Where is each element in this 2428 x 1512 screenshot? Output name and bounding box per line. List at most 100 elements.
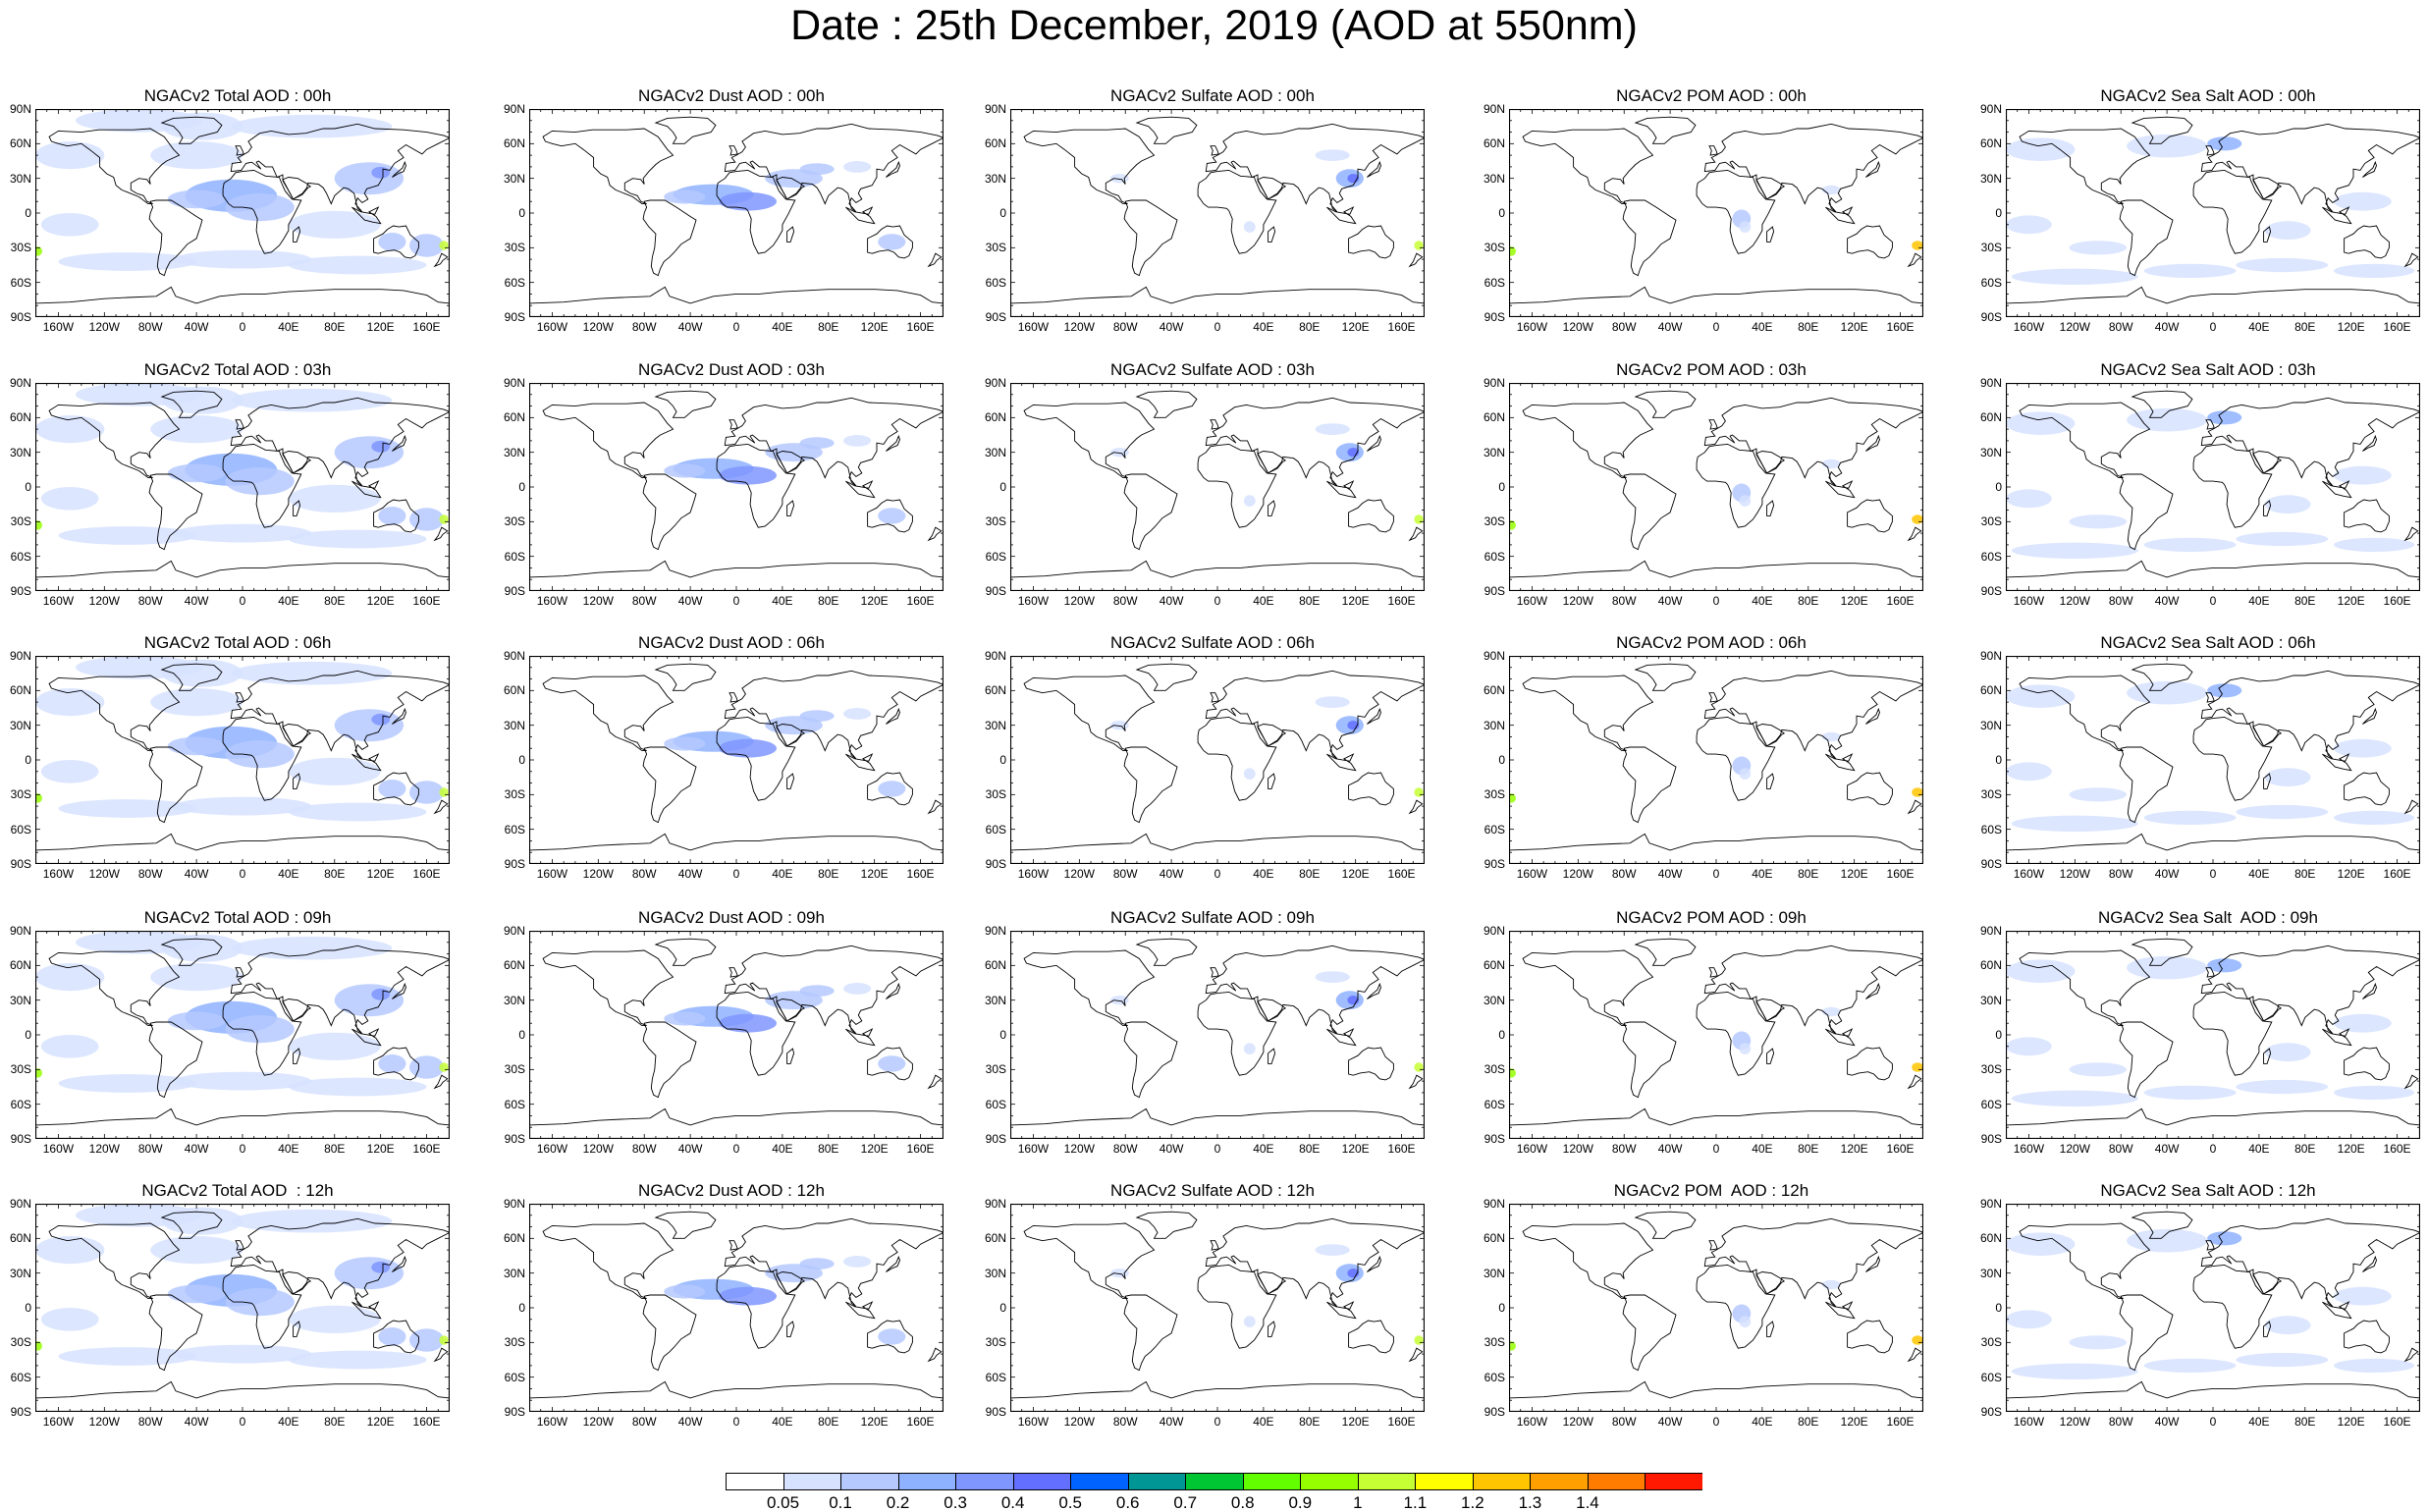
coastline-indonesia — [1825, 1301, 1856, 1320]
aod-field-region — [371, 1261, 391, 1273]
lon-label: 0 — [1712, 594, 1720, 608]
aod-field-region — [2006, 215, 2052, 235]
coastline-australia — [1348, 772, 1394, 806]
map-canvas — [35, 1204, 450, 1412]
map-frame — [529, 1204, 944, 1412]
lat-label: 90S — [1980, 584, 2002, 598]
lon-label: 160W — [42, 1142, 75, 1156]
map-panel: NGACv2 POM AOD : 03h 90N 60N 30N 0 30S 60S 90S 1… — [1484, 360, 1957, 627]
panel-title: NGACv2 Sulfate AOD : 00h — [1110, 86, 1315, 105]
lon-label: 0 — [2209, 320, 2217, 334]
coastline-arabia — [1755, 1271, 1786, 1295]
aod-field-region — [371, 713, 391, 726]
coastline-south-america — [642, 746, 697, 824]
coastline-antarctica — [1509, 1380, 1923, 1412]
coastline-australia — [1348, 1320, 1394, 1354]
lat-label: 30N — [1483, 1266, 1505, 1280]
coastline-antarctica — [35, 833, 450, 864]
coastline-greenland — [654, 1211, 717, 1239]
coastline-greenland — [654, 663, 717, 691]
lon-label: 80W — [2108, 320, 2133, 334]
coastline-north-america — [542, 675, 674, 752]
aod-field-region — [167, 1011, 226, 1031]
lon-label: 80E — [1798, 1142, 1819, 1156]
coastline-japan — [392, 707, 406, 725]
lon-label: 80W — [2108, 1415, 2133, 1429]
lat-label: 60S — [10, 549, 31, 564]
lon-label: 160W — [42, 1415, 75, 1429]
aod-field-region — [2006, 1232, 2076, 1256]
lat-label: 90S — [985, 857, 1006, 871]
coastline-new-zealand — [433, 1347, 449, 1363]
lon-label: 160W — [2013, 594, 2045, 608]
lat-label: 60S — [1484, 1370, 1505, 1384]
coastline-indonesia — [1825, 1028, 1856, 1047]
aod-field-region — [167, 1284, 226, 1304]
map-panel: NGACv2 POM AOD : 09h 90N 60N 30N 0 30S 60S 90S 1… — [1484, 908, 1957, 1175]
coastline-indonesia — [845, 480, 876, 499]
lon-label: 80E — [1798, 320, 1819, 334]
coastline-greenland — [160, 938, 223, 966]
panel-title: NGACv2 Total AOD : 06h — [143, 633, 332, 652]
coastline-antarctica — [1010, 1380, 1425, 1412]
aod-field-region — [167, 463, 226, 483]
lon-label: 80W — [631, 320, 657, 334]
aod-field-region — [878, 234, 906, 250]
coastline-madagascar — [2263, 226, 2272, 243]
lon-label: 0 — [2209, 1415, 2217, 1429]
aod-field-region — [2127, 955, 2208, 980]
aod-field-region — [35, 1068, 42, 1078]
lon-label: 40E — [1752, 1415, 1773, 1429]
coastline-madagascar — [1766, 1048, 1775, 1064]
panel-title: NGACv2 Sea Salt AOD : 00h — [2100, 86, 2316, 105]
aod-field-region — [288, 529, 427, 549]
coastline-eurasia — [1205, 670, 1425, 760]
coastline-africa — [1197, 443, 1277, 528]
map-panel: NGACv2 Sea Salt AOD : 06h 90N 60N 30N 0 30S 60… — [1980, 633, 2428, 900]
lon-label: 80W — [1112, 867, 1138, 881]
lat-label: 60S — [504, 275, 525, 290]
coastline-uk — [1708, 692, 1718, 703]
lat-label: 30N — [1979, 993, 2002, 1007]
map-panel: NGACv2 Sea Salt AOD : 12h 90N 60N 30N 0 30S 60… — [1980, 1181, 2428, 1448]
coastline-new-zealand — [1907, 1347, 1922, 1363]
lon-label: 40E — [1253, 1142, 1274, 1156]
aod-field-region — [2006, 137, 2076, 161]
lon-label: 120E — [1341, 1415, 1370, 1429]
coastline-japan — [886, 1255, 900, 1272]
panel-title: NGACv2 Total AOD : 03h — [143, 360, 332, 379]
aod-field-region — [2011, 542, 2138, 559]
coastline-indonesia — [1326, 480, 1357, 499]
world-map — [35, 1204, 450, 1412]
coastline-south-america — [148, 1021, 203, 1099]
coastline-africa — [2192, 1264, 2273, 1349]
aod-field-region — [1821, 459, 1841, 469]
coastline-japan — [1367, 707, 1381, 725]
map-canvas — [1509, 1204, 1923, 1412]
lon-label: 120E — [366, 594, 395, 608]
coastline-indonesia — [2322, 1301, 2352, 1320]
lon-label: 0 — [732, 1415, 740, 1429]
aod-field-region — [719, 465, 777, 485]
lat-label: 60S — [1484, 549, 1505, 564]
lon-label: 40E — [2248, 1142, 2270, 1156]
coastline-new-zealand — [2403, 1074, 2419, 1090]
colorbar-label: 0.2 — [886, 1493, 910, 1512]
lon-label: 160E — [412, 1142, 441, 1156]
lon-label: 160E — [1387, 867, 1416, 881]
lon-label: 80E — [2294, 320, 2316, 334]
map-canvas — [1509, 109, 1923, 317]
coastline-indonesia — [1326, 1301, 1357, 1320]
lon-label: 40E — [2248, 867, 2270, 881]
aod-field-region — [231, 661, 393, 685]
lat-label: 90S — [1484, 1132, 1505, 1146]
coastline-eurasia — [724, 945, 944, 1035]
coastline-uk — [1210, 1240, 1219, 1251]
lon-label: 120W — [582, 1415, 614, 1429]
lat-label: 30S — [504, 514, 525, 529]
world-map — [35, 109, 450, 317]
coastline-south-america — [2119, 1294, 2174, 1372]
lon-label: 120W — [1063, 320, 1095, 334]
lon-label: 160E — [2383, 1415, 2411, 1429]
lat-label: 60N — [1483, 683, 1505, 698]
